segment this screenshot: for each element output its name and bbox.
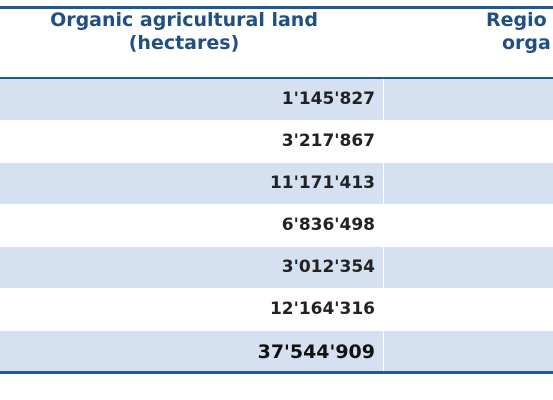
cell-organic-land: 3'217'867	[281, 131, 375, 151]
cell-organic-land: 12'164'316	[269, 299, 375, 319]
column-header-line1: Regio	[486, 9, 547, 31]
column-divider	[383, 121, 384, 162]
column-divider	[383, 79, 384, 120]
table-row: 11'171'413	[0, 163, 553, 205]
table-header-row	[0, 9, 553, 77]
table-row: 12'164'316	[0, 289, 553, 331]
column-header-line1: Organic agricultural land	[50, 9, 318, 31]
column-header-line2: (hectares)	[128, 32, 240, 54]
cell-organic-land: 3'012'354	[281, 257, 375, 277]
column-divider	[383, 331, 384, 374]
column-divider	[383, 163, 384, 204]
table-total-row: 37'544'909	[0, 331, 553, 375]
table-top-rule	[0, 6, 553, 9]
cell-total-organic-land: 37'544'909	[257, 341, 375, 363]
table-row: 6'836'498	[0, 205, 553, 247]
table-row: 1'145'827	[0, 79, 553, 121]
column-divider	[383, 247, 384, 288]
cell-organic-land: 11'171'413	[269, 173, 375, 193]
cell-organic-land: 1'145'827	[281, 89, 375, 109]
column-header-line2: orga	[502, 32, 551, 54]
table-bottom-rule	[0, 371, 553, 374]
table-row: 3'012'354	[0, 247, 553, 289]
table-header-rule	[0, 77, 553, 79]
table-body: 1'145'827 3'217'867 11'171'413 6'836'498…	[0, 79, 553, 375]
cell-organic-land: 6'836'498	[281, 215, 375, 235]
column-divider	[383, 289, 384, 330]
table-row: 3'217'867	[0, 121, 553, 163]
column-header-region: Regio orga	[486, 9, 553, 55]
column-header-organic-land: Organic agricultural land (hectares)	[0, 9, 368, 55]
column-divider	[383, 205, 384, 246]
